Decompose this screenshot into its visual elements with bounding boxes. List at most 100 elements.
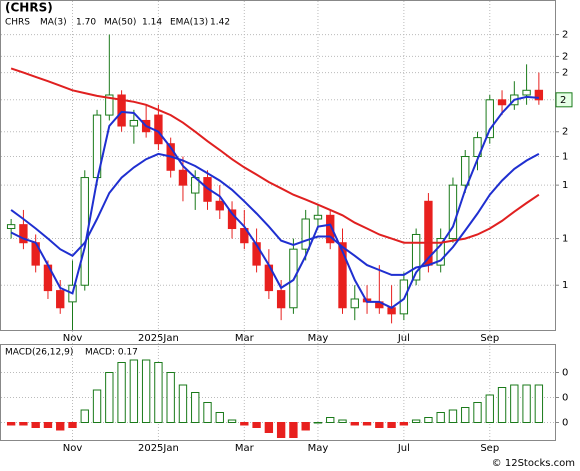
macd-bar bbox=[6, 422, 16, 426]
macd-bar bbox=[68, 422, 77, 428]
legend-name: MA(50) bbox=[104, 18, 136, 28]
y-tick-label: 0 bbox=[562, 418, 568, 429]
candle-body bbox=[178, 169, 188, 186]
x-tick-label: Jul bbox=[397, 333, 410, 344]
x-tick-label: May bbox=[308, 443, 329, 454]
candle-body bbox=[215, 200, 224, 211]
candle-body bbox=[326, 214, 335, 244]
y-tick-label: 1 bbox=[562, 152, 568, 163]
candle-body bbox=[105, 94, 114, 116]
x-tick-label: May bbox=[308, 333, 329, 344]
x-tick-label: 2025Jan bbox=[138, 333, 179, 344]
legend-symbol: CHRS bbox=[5, 18, 30, 28]
macd-bar bbox=[166, 372, 175, 423]
candle-body bbox=[411, 233, 421, 281]
candle-body bbox=[350, 298, 359, 309]
macd-bar bbox=[375, 422, 384, 428]
macd-bar bbox=[399, 422, 409, 426]
ma-line bbox=[10, 67, 540, 244]
legend-value: 1.42 bbox=[210, 18, 230, 28]
macd-bar bbox=[497, 387, 507, 423]
legend-name: MACD(26,12,9) bbox=[5, 348, 73, 358]
x-tick-label: Mar bbox=[235, 333, 255, 344]
ma-line bbox=[10, 95, 539, 309]
macd-bar bbox=[485, 394, 494, 423]
footer: © 12Stocks.com bbox=[492, 458, 575, 469]
macd-bar bbox=[141, 359, 151, 423]
candle-body bbox=[227, 209, 237, 230]
macd-bar bbox=[264, 422, 274, 433]
candle-body bbox=[56, 290, 65, 309]
y-tick-label: 1 bbox=[562, 234, 568, 245]
candle-body bbox=[485, 99, 494, 139]
macd-bar bbox=[534, 384, 544, 423]
macd-bar bbox=[510, 384, 519, 423]
ma-line bbox=[10, 152, 540, 276]
candle-body bbox=[117, 94, 126, 127]
legend-name: EMA(13) bbox=[170, 18, 208, 28]
macd-bar bbox=[227, 419, 237, 423]
macd-bar bbox=[313, 422, 323, 424]
last-price-box bbox=[555, 92, 573, 108]
candle-body bbox=[461, 156, 470, 186]
macd-bar bbox=[117, 362, 126, 423]
macd-bar bbox=[362, 422, 372, 426]
macd-bar bbox=[92, 389, 102, 423]
y-tick-label: 0 bbox=[562, 368, 568, 379]
chart-title: (CHRS) bbox=[5, 1, 53, 15]
candle-body bbox=[19, 224, 28, 244]
macd-bar bbox=[240, 422, 249, 426]
candle-body bbox=[252, 242, 261, 266]
macd-bar bbox=[105, 372, 114, 423]
x-tick-label: Sep bbox=[480, 443, 499, 454]
macd-bar bbox=[43, 422, 53, 428]
legend-value: 1.14 bbox=[142, 18, 162, 28]
candle-body bbox=[276, 290, 286, 309]
candle-body bbox=[534, 89, 544, 101]
x-tick-label: Jul bbox=[397, 443, 410, 454]
macd-bar bbox=[80, 409, 89, 423]
last-price-label: 2 bbox=[560, 95, 566, 106]
macd-bar bbox=[424, 417, 433, 423]
candle-body bbox=[240, 228, 249, 244]
macd-bar bbox=[326, 417, 335, 423]
candle-body bbox=[154, 114, 163, 145]
macd-bar bbox=[31, 422, 40, 428]
macd-bar bbox=[276, 422, 286, 438]
y-tick-label: 2 bbox=[562, 51, 568, 62]
y-tick-label: 2 bbox=[562, 68, 568, 79]
y-tick-label: 1 bbox=[562, 280, 568, 291]
legend-value: 1.70 bbox=[76, 18, 96, 28]
macd-bar bbox=[191, 392, 200, 423]
macd-bar bbox=[289, 422, 298, 438]
candle-body bbox=[313, 214, 323, 220]
candle-body bbox=[436, 238, 445, 266]
candle-body bbox=[301, 218, 310, 250]
macd-bar bbox=[461, 407, 470, 423]
candle-body bbox=[338, 242, 347, 309]
legend-name: MA(3) bbox=[40, 18, 67, 28]
y-tick-label: 2 bbox=[562, 30, 568, 41]
macd-bar bbox=[203, 402, 212, 423]
macd-bar bbox=[522, 384, 531, 423]
y-tick-label: 2 bbox=[562, 127, 568, 138]
macd-bar bbox=[301, 422, 310, 431]
candle-body bbox=[473, 137, 482, 158]
macd-bar bbox=[56, 422, 65, 431]
x-tick-label: 2025Jan bbox=[138, 443, 179, 454]
x-tick-label: Nov bbox=[63, 333, 83, 344]
macd-bar bbox=[436, 412, 445, 423]
legend-value: MACD: 0.17 bbox=[85, 348, 138, 358]
macd-bar bbox=[215, 412, 224, 423]
macd-bar bbox=[178, 384, 188, 423]
x-tick-label: Sep bbox=[480, 333, 499, 344]
y-tick-label: 1 bbox=[562, 180, 568, 191]
candle-body bbox=[497, 99, 507, 106]
macd-bar bbox=[338, 419, 347, 423]
macd-bar bbox=[473, 402, 482, 423]
candle-body bbox=[6, 224, 16, 230]
y-tick-label: 0 bbox=[562, 393, 568, 404]
x-tick-label: Mar bbox=[235, 443, 255, 454]
macd-bar bbox=[387, 422, 396, 428]
